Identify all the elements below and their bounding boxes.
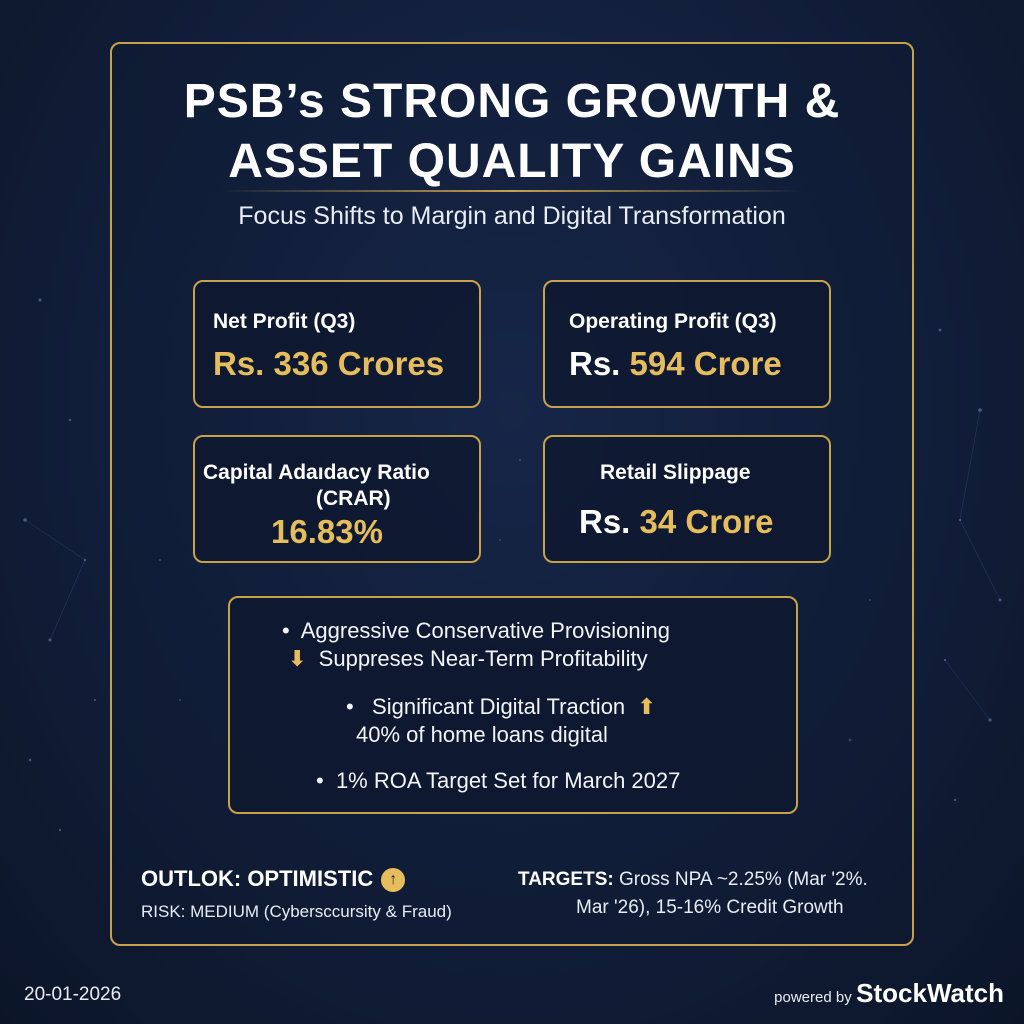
crar-card: Capital Adaıdacy Ratio (CRAR) 16.83%: [193, 435, 481, 563]
bullet-roa: • 1% ROA Target Set for March 2027: [316, 768, 681, 793]
crar-label-line-2: (CRAR): [316, 487, 391, 510]
bullet-digital: • Significant Digital Traction ⬆: [346, 694, 656, 719]
operating-profit-amount: 594 Crore: [629, 345, 782, 382]
operating-profit-card: Operating Profit (Q3) Rs. 594 Crore: [543, 280, 831, 408]
arrow-up-circle-icon: ↑: [381, 868, 406, 893]
net-profit-label: Net Profit (Q3): [213, 310, 356, 333]
title-divider: [220, 190, 804, 192]
arrow-up-icon: ⬆: [637, 694, 656, 719]
targets-line-1: Gross NPA ~2.25% (Mar '2%.: [618, 869, 868, 890]
operating-profit-prefix: Rs.: [569, 345, 630, 382]
date-stamp: 20-01-2026: [24, 984, 122, 1005]
highlights-box: • Aggressive Conservative Provisioning ⬇…: [228, 596, 798, 814]
risk-status: RISK: MEDIUM (Cybersccursity & Fraud): [141, 902, 452, 921]
targets-label: TARGETS:: [518, 869, 614, 890]
bullet-digital-cont: 40% of home loans digital: [356, 722, 608, 748]
outlook-status: OUTLOK: OPTIMISTIC ↑: [141, 866, 406, 893]
bullet-provisioning-cont: ⬇ Suppreses Near-Term Profitability: [288, 646, 648, 672]
operating-profit-label: Operating Profit (Q3): [569, 310, 777, 333]
crar-label-line-1: Capital Adaıdacy Ratio: [203, 461, 430, 484]
bullet-roa-text: 1% ROA Target Set for March 2027: [335, 768, 681, 793]
retail-slippage-prefix: Rs.: [579, 503, 640, 540]
net-profit-value: Rs. 336 Crores: [213, 345, 445, 382]
bullet-digital-text-2: 40% of home loans digital: [356, 722, 608, 747]
targets-line-2: Mar '26), 15-16% Credit Growth: [576, 897, 844, 918]
retail-slippage-value: Rs. 34 Crore: [579, 503, 773, 541]
brand-name: StockWatch: [856, 978, 1004, 1008]
outlook-text: OUTLOK: OPTIMISTIC: [141, 866, 374, 891]
retail-slippage-amount: 34 Crore: [639, 503, 774, 540]
title-line-1: PSB’s STRONG GROWTH &: [183, 75, 841, 128]
bullet-provisioning-text-2: Suppreses Near-Term Profitability: [318, 646, 648, 671]
targets-block: TARGETS: Gross NPA ~2.25% (Mar '2%. Mar …: [518, 866, 868, 922]
crar-value: 16.83%: [271, 513, 383, 550]
bullet-provisioning: • Aggressive Conservative Provisioning: [282, 618, 671, 643]
subtitle: Focus Shifts to Margin and Digital Trans…: [238, 202, 786, 230]
bullet-digital-text: Significant Digital Traction: [372, 694, 626, 719]
arrow-down-icon: ⬇: [288, 646, 307, 671]
powered-by-text: powered by: [774, 989, 852, 1006]
page-title: PSB’s STRONG GROWTH & ASSET QUALITY GAIN…: [0, 72, 1024, 192]
operating-profit-value: Rs. 594 Crore: [569, 345, 782, 383]
powered-by-logo: powered by StockWatch: [774, 978, 1004, 1009]
bullet-provisioning-text: Aggressive Conservative Provisioning: [300, 618, 671, 643]
retail-slippage-label: Retail Slippage: [600, 461, 751, 484]
retail-slippage-card: Retail Slippage Rs. 34 Crore: [543, 435, 831, 563]
net-profit-card: Net Profit (Q3) Rs. 336 Crores: [193, 280, 481, 408]
title-line-2: ASSET QUALITY GAINS: [228, 135, 796, 188]
